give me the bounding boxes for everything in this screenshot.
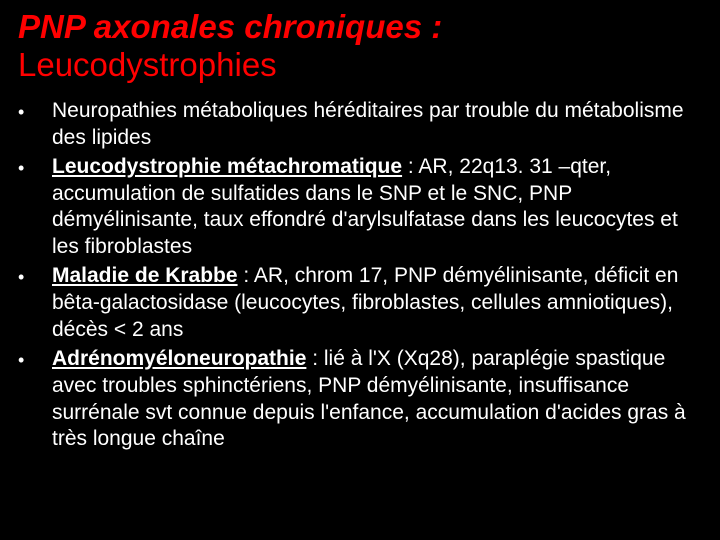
slide-title-line1: PNP axonales chroniques : [18,8,702,46]
list-item: • Leucodystrophie métachromatique : AR, … [18,154,702,262]
item-term: Adrénomyéloneuropathie [52,347,306,370]
bullet-marker-icon: • [18,263,52,289]
list-item: • Maladie de Krabbe : AR, chrom 17, PNP … [18,263,702,344]
list-item-content: Leucodystrophie métachromatique : AR, 22… [52,154,702,262]
list-item-content: Maladie de Krabbe : AR, chrom 17, PNP dé… [52,263,702,344]
bullet-marker-icon: • [18,98,52,124]
item-term: Maladie de Krabbe [52,264,238,287]
list-item-content: Neuropathies métaboliques héréditaires p… [52,98,702,152]
item-text: Neuropathies métaboliques héréditaires p… [52,99,684,149]
slide-title-line2: Leucodystrophies [18,46,702,84]
list-item: • Neuropathies métaboliques héréditaires… [18,98,702,152]
item-term: Leucodystrophie métachromatique [52,155,402,178]
list-item: • Adrénomyéloneuropathie : lié à l'X (Xq… [18,346,702,454]
bullet-marker-icon: • [18,154,52,180]
bullet-list: • Neuropathies métaboliques héréditaires… [18,98,702,453]
bullet-marker-icon: • [18,346,52,372]
list-item-content: Adrénomyéloneuropathie : lié à l'X (Xq28… [52,346,702,454]
